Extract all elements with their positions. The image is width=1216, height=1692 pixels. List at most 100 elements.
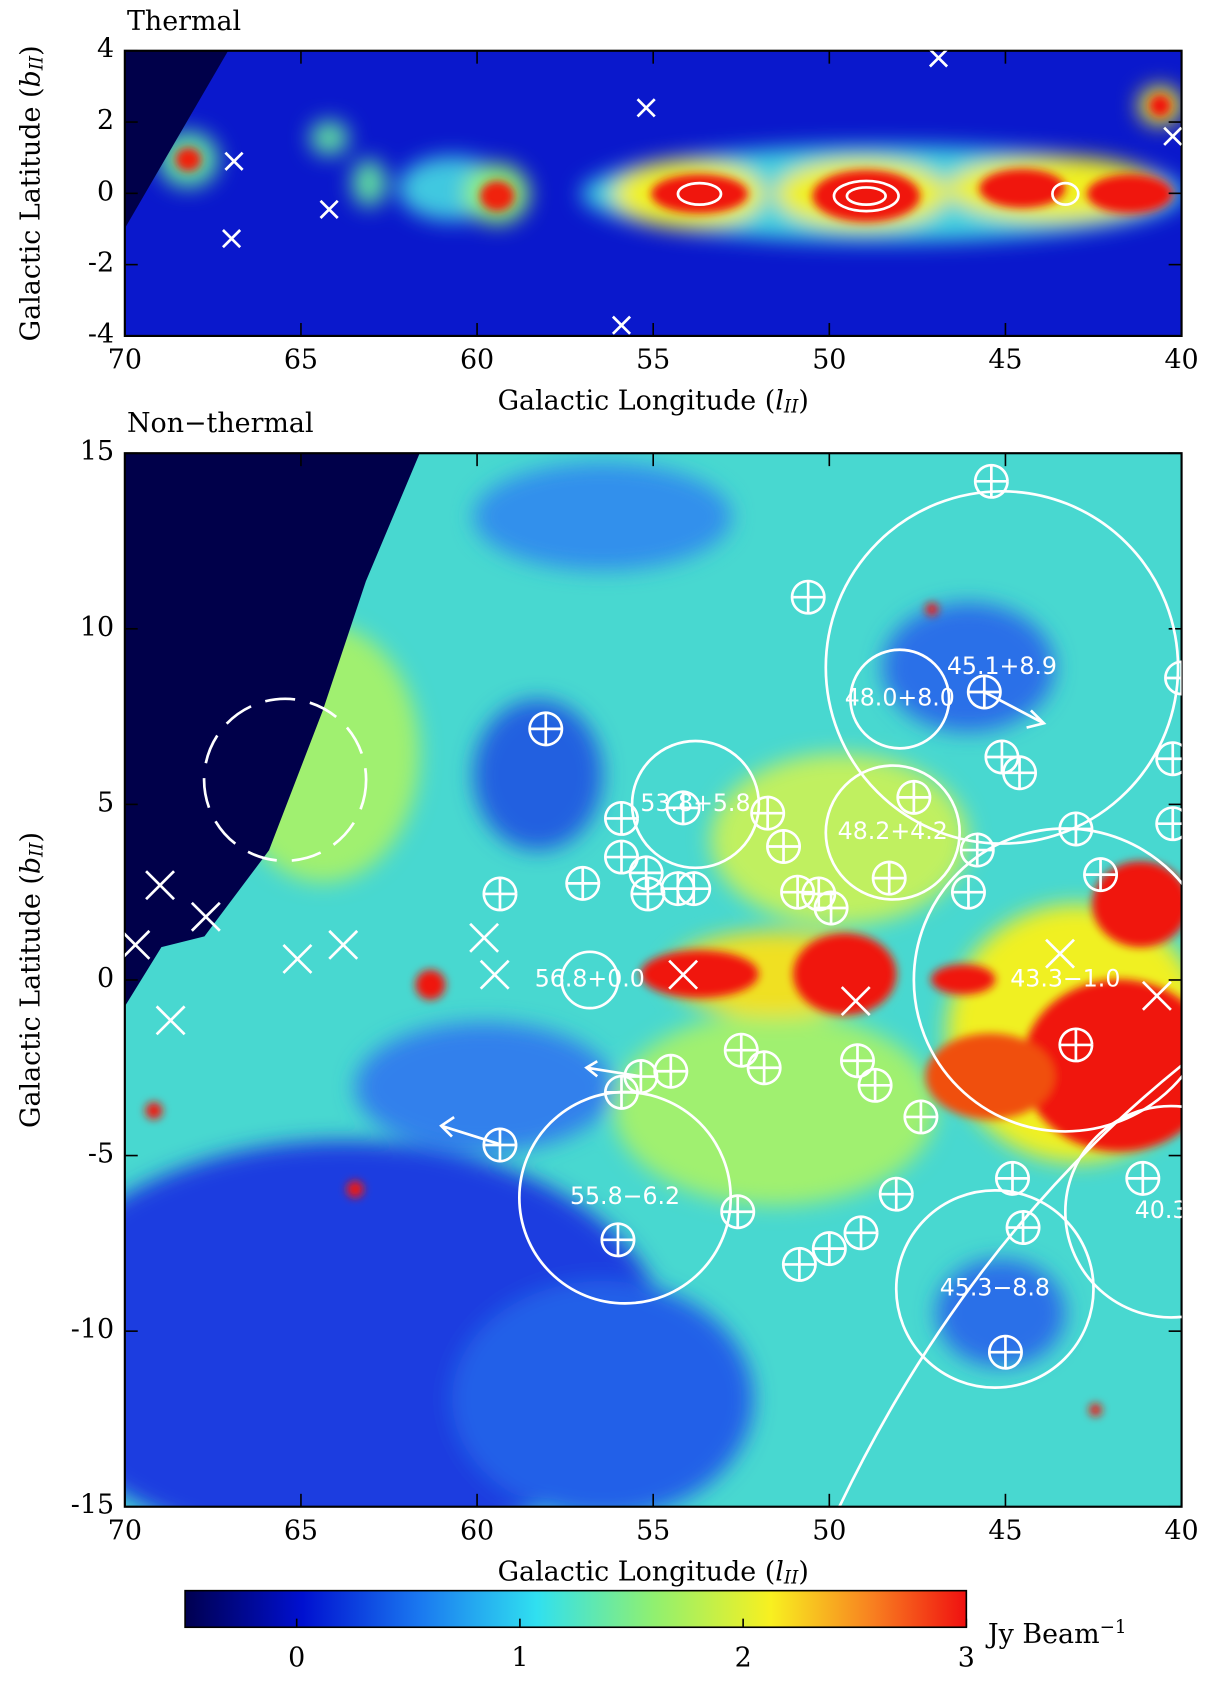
plus-marker — [604, 839, 639, 875]
axis-label-part: ) — [15, 45, 46, 55]
axis-label-part: II — [783, 397, 799, 418]
axis-label-part: l — [775, 1556, 784, 1587]
plus-marker — [720, 1194, 756, 1230]
region-circle — [517, 1090, 733, 1305]
axis-label: Galactic Latitude (bII) — [15, 45, 47, 341]
cross-marker — [611, 315, 632, 335]
axis-label-part: Galactic Longitude ( — [498, 1556, 776, 1587]
region-label: 55.8−6.2 — [570, 1182, 680, 1210]
plus-marker — [896, 779, 932, 815]
plus-marker — [750, 795, 786, 831]
x-tick-label: 55 — [636, 1516, 670, 1547]
region-label: 45.1+8.9 — [947, 652, 1057, 680]
y-tick-label: 0 — [97, 176, 114, 207]
region-circle — [560, 950, 620, 1010]
cross-marker — [328, 929, 359, 960]
y-tick-label: 2 — [97, 105, 114, 136]
plus-marker — [565, 865, 601, 901]
cross-marker — [145, 870, 175, 901]
axis-label-part: II — [27, 842, 48, 858]
region-circle — [824, 764, 961, 901]
x-tick-label: 60 — [460, 1516, 494, 1547]
x-tick-label: 65 — [284, 1516, 318, 1547]
plus-marker — [811, 1231, 847, 1267]
y-tick-label: 5 — [97, 787, 114, 818]
plus-marker — [843, 1215, 879, 1251]
y-tick-label: 0 — [97, 963, 114, 994]
x-tick-label: 50 — [812, 1516, 846, 1547]
plus-marker — [1002, 755, 1038, 791]
plus-marker — [766, 829, 802, 864]
colorbar — [184, 1589, 968, 1629]
plus-marker — [630, 876, 666, 912]
y-tick-label: -15 — [71, 1490, 114, 1521]
colorbar-tick-label: 1 — [511, 1643, 528, 1674]
plus-marker — [676, 871, 712, 907]
cross-marker — [221, 229, 242, 249]
panel-title: Thermal — [127, 6, 241, 37]
plus-marker — [528, 711, 564, 747]
colorbar-tick-label: 3 — [958, 1643, 975, 1674]
x-tick-label: 65 — [284, 345, 318, 376]
region-label: 40.3− — [1135, 1196, 1208, 1224]
plus-marker — [1155, 741, 1182, 777]
plus-marker — [871, 860, 907, 896]
unit-part: −1 — [1100, 1617, 1127, 1638]
region-label: 53.8+5.8 — [640, 789, 750, 817]
y-tick-label: -2 — [88, 248, 114, 279]
axis-label: Galactic Longitude (lII) — [498, 1556, 809, 1588]
plus-marker — [781, 1246, 817, 1282]
x-tick-label: 40 — [1164, 345, 1198, 376]
x-tick-label: 70 — [108, 345, 142, 376]
y-tick-label: 4 — [97, 34, 114, 65]
x-tick-label: 60 — [460, 345, 494, 376]
plus-marker — [966, 674, 1002, 710]
region-label: 43.3−1.0 — [1010, 964, 1120, 992]
plus-marker — [840, 1043, 875, 1079]
region-label: 45.3−8.8 — [940, 1274, 1050, 1302]
colorbar-tick-label: 0 — [288, 1643, 305, 1674]
plus-marker — [1058, 1027, 1094, 1063]
axis-label-part: Galactic Longitude ( — [498, 386, 776, 417]
plus-marker — [951, 874, 986, 910]
plus-marker — [1006, 1211, 1040, 1244]
cross-marker — [224, 151, 244, 171]
region-label: 56.8+0.0 — [535, 964, 645, 992]
plus-marker — [628, 855, 664, 891]
region-label: 48.2+4.2 — [838, 817, 948, 845]
axis-label-part: Galactic Latitude ( — [15, 88, 46, 342]
plus-marker — [1155, 806, 1182, 842]
plus-marker — [995, 1160, 1030, 1196]
plus-marker — [878, 1176, 914, 1212]
x-tick-label: 45 — [988, 1516, 1022, 1547]
cross-marker — [1163, 126, 1182, 146]
nonthermal-map — [124, 453, 1182, 1507]
x-tick-label: 40 — [1164, 1516, 1198, 1547]
cross-marker — [319, 199, 339, 219]
axis-label-part: ) — [798, 386, 808, 417]
thermal-map — [124, 50, 1182, 336]
plus-marker — [1083, 857, 1119, 893]
cross-marker — [668, 959, 699, 990]
plus-marker — [1164, 660, 1182, 696]
region-circle — [894, 1189, 1095, 1389]
axis-label-part: l — [775, 386, 784, 417]
cross-marker — [469, 922, 500, 953]
axis-label-part: ) — [15, 832, 46, 843]
cross-marker — [479, 959, 510, 990]
y-tick-label: -10 — [71, 1314, 114, 1345]
axis-label-part: ) — [798, 1556, 808, 1587]
region-circle — [849, 648, 951, 750]
x-tick-label: 50 — [812, 345, 846, 376]
unit-part: Jy Beam — [985, 1619, 1100, 1650]
plus-marker — [623, 1059, 659, 1095]
axis-label-part: b — [15, 70, 46, 87]
cross-marker — [190, 901, 221, 932]
plus-marker — [813, 890, 849, 926]
colorbar-tick-label: 2 — [735, 1643, 752, 1674]
cross-marker — [840, 986, 871, 1016]
plus-marker — [1125, 1160, 1161, 1196]
overlay: 45.1+8.9 48.0+8.0 53.8+5.8 48.2+4.2 56.8+0.0… — [124, 463, 1208, 1389]
region-circle — [202, 697, 368, 863]
x-tick-label: 45 — [988, 345, 1022, 376]
